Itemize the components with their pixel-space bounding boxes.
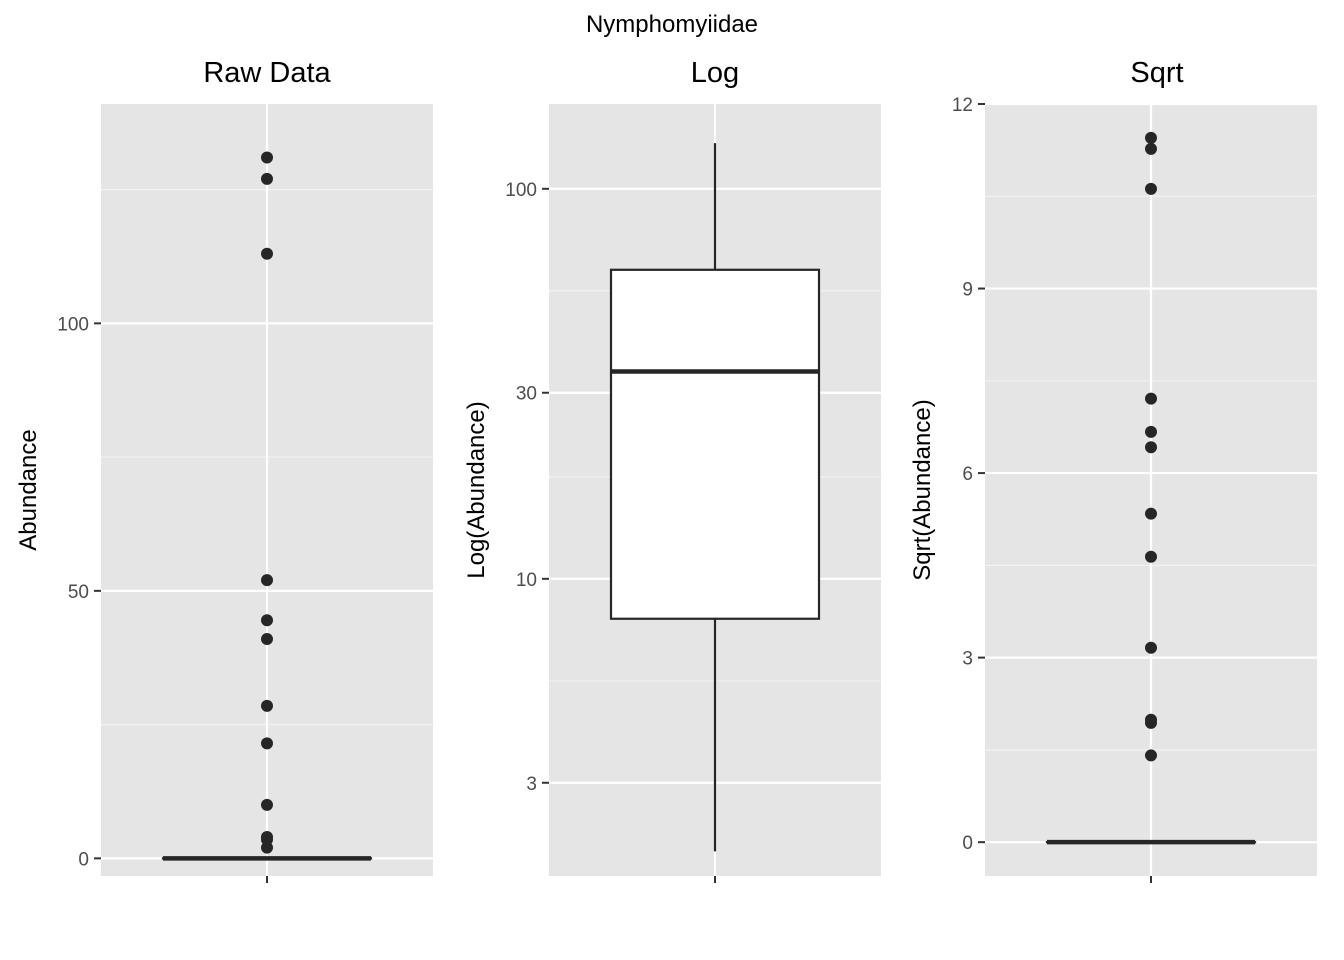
panel-title: Log xyxy=(691,57,739,89)
y-tick-label: 30 xyxy=(516,384,537,405)
y-axis-label: Abundance xyxy=(15,429,42,550)
outlier-point xyxy=(1145,142,1157,155)
outlier-point xyxy=(261,632,273,645)
panel-title: Raw Data xyxy=(203,57,331,89)
figure-title: Nymphomyiidae xyxy=(586,11,758,38)
y-tick-label: 6 xyxy=(962,464,973,485)
y-tick-label: 0 xyxy=(962,833,973,854)
panel-log: 3 10 30 100 Log Log(Abundance) xyxy=(463,57,881,883)
panel-raw-data: 0 50 100 Raw Data Abundance xyxy=(15,57,433,883)
y-axis-label: Log(Abundance) xyxy=(463,401,490,578)
panel-sqrt: 0 3 6 9 12 Sqrt Sqrt(Abundance) xyxy=(909,57,1317,883)
outlier-point xyxy=(261,699,273,712)
outlier-point xyxy=(261,574,273,587)
y-tick-label: 3 xyxy=(962,649,973,670)
outlier-point xyxy=(1145,716,1157,729)
outlier-point xyxy=(261,151,273,164)
outlier-point xyxy=(261,737,273,750)
outlier-point xyxy=(1145,749,1157,762)
outlier-point xyxy=(1145,131,1157,144)
outlier-point xyxy=(1145,425,1157,438)
outlier-point xyxy=(1145,641,1157,654)
y-tick-label: 12 xyxy=(952,95,973,116)
panel-title: Sqrt xyxy=(1130,57,1183,89)
outlier-point xyxy=(261,247,273,260)
y-tick-label: 50 xyxy=(68,582,89,603)
outlier-point xyxy=(261,798,273,811)
outlier-point xyxy=(261,841,273,854)
y-tick-label: 10 xyxy=(516,570,537,591)
outlier-point xyxy=(261,172,273,185)
y-tick-label: 0 xyxy=(78,849,89,870)
outlier-point xyxy=(1145,507,1157,520)
outlier-point xyxy=(1145,392,1157,405)
outlier-point xyxy=(261,614,273,627)
outlier-point xyxy=(1145,182,1157,195)
outlier-point xyxy=(1145,550,1157,563)
y-tick-label: 100 xyxy=(505,180,537,201)
y-axis-label: Sqrt(Abundance) xyxy=(909,399,936,580)
y-tick-label: 9 xyxy=(962,280,973,301)
outlier-point xyxy=(1145,441,1157,454)
y-tick-label: 3 xyxy=(526,774,537,795)
box-iqr xyxy=(609,268,821,620)
y-tick-label: 100 xyxy=(57,314,89,335)
